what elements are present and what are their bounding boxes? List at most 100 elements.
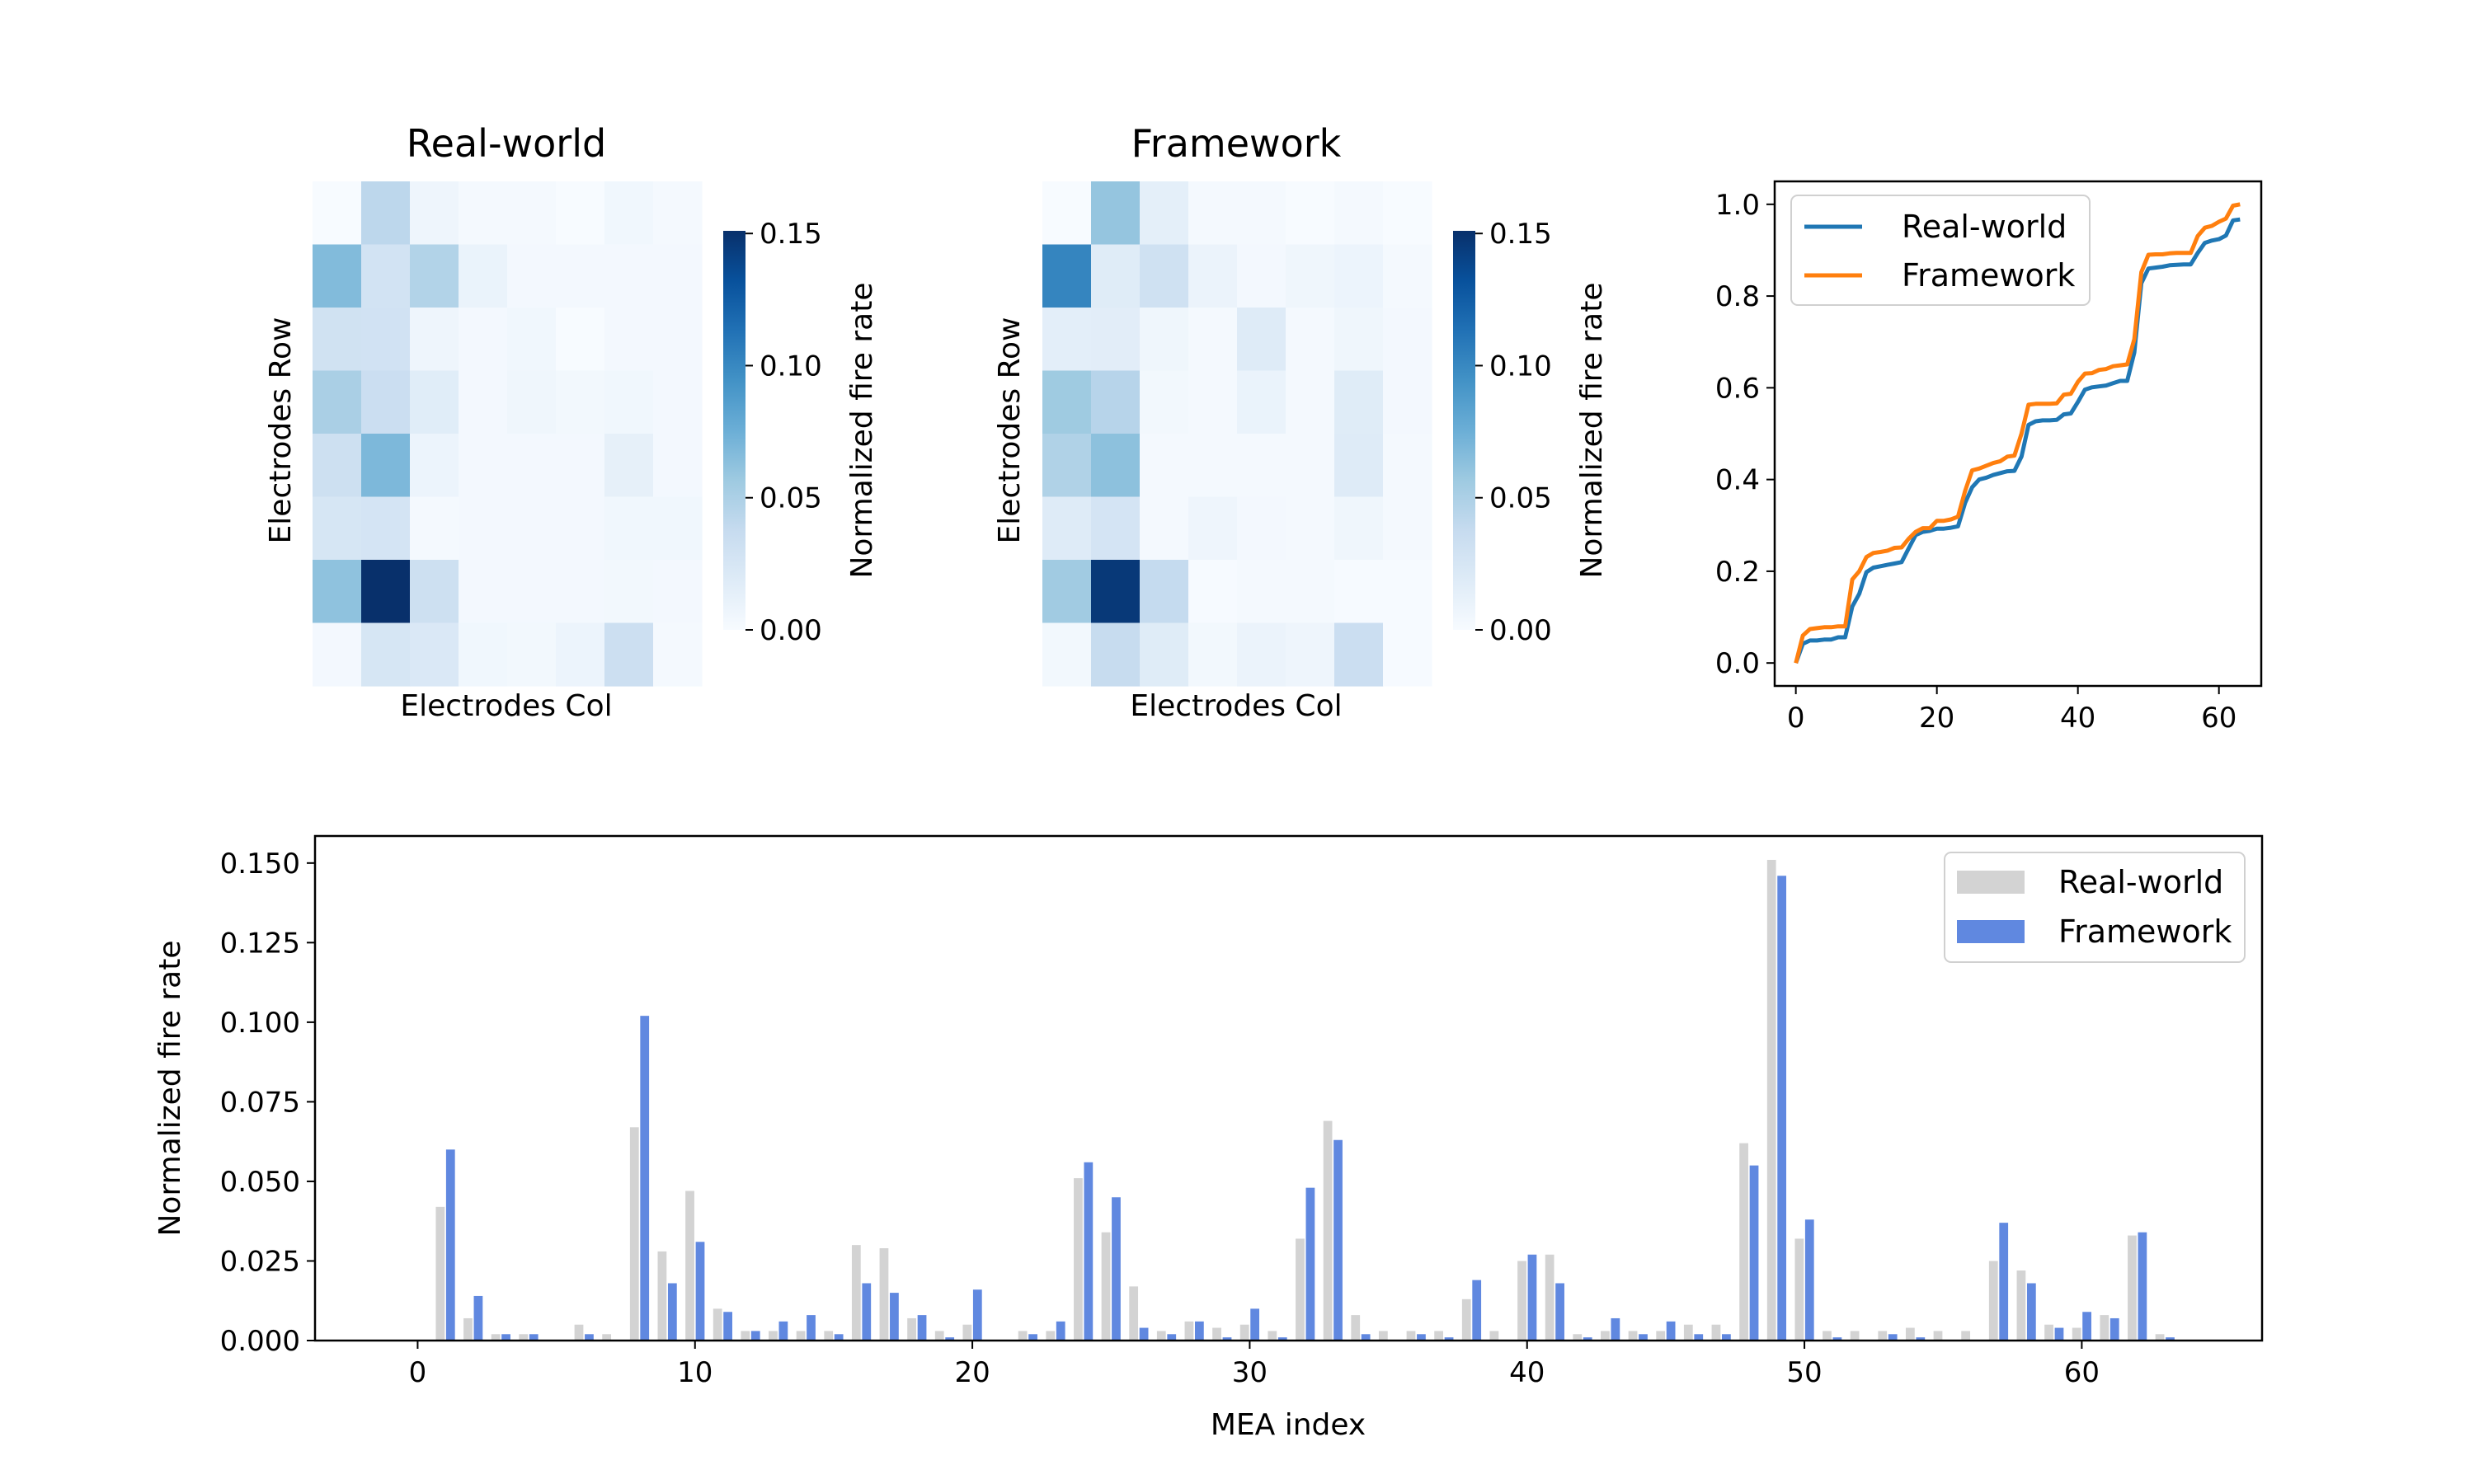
colorbar-tick-label: 0.05 xyxy=(1489,482,1552,515)
bar-real-world xyxy=(1823,1331,1832,1341)
x-tick-label: 0 xyxy=(1787,702,1805,735)
bar-real-world xyxy=(824,1331,834,1341)
heatmap-cell xyxy=(1188,308,1238,372)
bar-chart-ticks: 0 10 20 30 40 50 60 0.000 0.025 0.050 0.075 0.100 0.… xyxy=(220,848,2100,1389)
heatmap-cell xyxy=(313,496,362,561)
line-chart-frame xyxy=(1773,180,2263,688)
heatmap-cell xyxy=(1091,496,1141,561)
heatmap-cell xyxy=(1383,496,1432,561)
bar-real-world xyxy=(1129,1286,1139,1341)
bar-chart: 0 10 20 30 40 50 60 0.000 0.025 0.050 0.075 0.100 0.… xyxy=(153,834,2264,1442)
heatmap-cell xyxy=(1286,370,1335,434)
heatmap-cell xyxy=(1237,434,1286,498)
heatmap-cell xyxy=(1383,308,1432,372)
bar-framework xyxy=(2026,1283,2036,1341)
heatmap-1-ylabel: Electrodes Row xyxy=(264,317,298,544)
bar-framework xyxy=(1333,1139,1343,1341)
heatmap-cell xyxy=(1042,370,1092,434)
heatmap-cell xyxy=(1140,622,1189,687)
heatmap-cell xyxy=(1042,434,1092,498)
x-tick-label: 40 xyxy=(2060,702,2095,735)
heatmap-cell xyxy=(459,181,508,246)
heatmap-cell xyxy=(410,496,459,561)
heatmap-cell xyxy=(1237,244,1286,308)
heatmap-cell xyxy=(1237,622,1286,687)
heatmap-cell xyxy=(1042,308,1092,372)
bar-real-world xyxy=(1961,1331,1971,1341)
bar-framework xyxy=(1112,1197,1121,1341)
heatmap-cell xyxy=(1188,181,1238,246)
bar-real-world xyxy=(602,1334,612,1341)
heatmap-cell xyxy=(507,308,557,372)
bar-real-world xyxy=(1878,1331,1888,1341)
heatmap-cell xyxy=(1286,496,1335,561)
bar-real-world xyxy=(1018,1331,1028,1341)
bar-real-world xyxy=(741,1331,750,1341)
heatmap-cell xyxy=(459,434,508,498)
bar-framework xyxy=(1916,1337,1926,1341)
heatmap-cell xyxy=(459,308,508,372)
colorbar-tick-label: 0.15 xyxy=(760,218,822,251)
heatmap-2-cells xyxy=(1042,181,1432,687)
bar-framework xyxy=(1694,1334,1704,1341)
heatmap-cell xyxy=(459,560,508,624)
heatmap-cell xyxy=(313,308,362,372)
bar-real-world xyxy=(1074,1178,1083,1341)
bar-framework xyxy=(1084,1162,1094,1341)
bar-real-world xyxy=(1933,1331,1943,1341)
bar-framework xyxy=(2138,1232,2147,1341)
bar-real-world xyxy=(769,1331,778,1341)
bar-framework xyxy=(473,1295,483,1341)
heatmap-cell xyxy=(410,622,459,687)
heatmap-cell xyxy=(1334,434,1384,498)
bar-framework xyxy=(1722,1334,1731,1341)
y-tick-label: 0.150 xyxy=(220,848,300,881)
bar-real-world xyxy=(1434,1331,1444,1341)
heatmap-cell xyxy=(1188,496,1238,561)
bar-framework xyxy=(695,1242,705,1341)
heatmap-1-title: Real-world xyxy=(407,121,606,166)
bar-real-world xyxy=(1489,1331,1499,1341)
heatmap-cell xyxy=(604,434,654,498)
heatmap-cell xyxy=(653,244,703,308)
series-line xyxy=(1794,202,2241,664)
heatmap-cell xyxy=(1383,370,1432,434)
bar-real-world xyxy=(2128,1235,2137,1341)
y-tick-label: 0.025 xyxy=(220,1245,300,1278)
bar-framework xyxy=(501,1334,510,1341)
bar-framework xyxy=(917,1315,927,1341)
bar-real-world xyxy=(1656,1331,1666,1341)
bar-framework xyxy=(1999,1223,2009,1341)
bar-framework xyxy=(1749,1165,1759,1341)
bar-framework xyxy=(778,1321,788,1341)
heatmap-cell xyxy=(1091,308,1141,372)
heatmap-cell xyxy=(507,181,557,246)
line-legend-label-real-world: Real-world xyxy=(1902,209,2067,245)
bar-real-world xyxy=(1711,1324,1721,1341)
heatmap-cell xyxy=(1237,181,1286,246)
heatmap-cell xyxy=(507,496,557,561)
line-chart-marks xyxy=(1794,202,2241,665)
heatmap-cell xyxy=(361,181,411,246)
colorbar-tick-label: 0.15 xyxy=(1489,218,1552,251)
colorbar-tick-label: 0.10 xyxy=(1489,350,1552,383)
bar-real-world xyxy=(574,1324,584,1341)
bar-real-world xyxy=(491,1334,501,1341)
bar-real-world xyxy=(879,1248,889,1341)
heatmap-cell xyxy=(410,434,459,498)
bar-framework xyxy=(2054,1327,2064,1341)
heatmap-cell xyxy=(1286,244,1335,308)
heatmap-real-world: Real-world Electrodes Col Electrodes Row… xyxy=(264,121,879,723)
bar-real-world xyxy=(463,1317,473,1341)
bar-framework xyxy=(1361,1334,1371,1341)
bar-real-world xyxy=(796,1331,806,1341)
heatmap-cell xyxy=(1188,370,1238,434)
colorbar-1 xyxy=(723,231,745,630)
heatmap-cell xyxy=(653,181,703,246)
heatmap-cell xyxy=(604,622,654,687)
bar-real-world xyxy=(629,1127,639,1341)
heatmap-cell xyxy=(459,244,508,308)
x-tick-label: 30 xyxy=(1232,1356,1268,1389)
heatmap-cell xyxy=(361,434,411,498)
